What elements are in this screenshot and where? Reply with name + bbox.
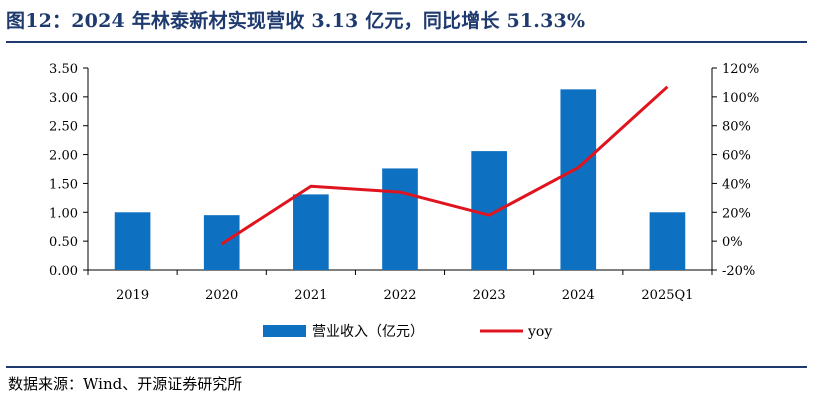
x-tick-label: 2020 <box>205 288 238 303</box>
revenue-bar <box>114 212 151 270</box>
source-note: 数据来源：Wind、开源证券研究所 <box>8 375 243 393</box>
x-tick-label: 2024 <box>562 288 595 303</box>
left-tick-label: 0.50 <box>49 235 78 250</box>
x-tick-label: 2023 <box>473 288 506 303</box>
title-rule <box>6 41 807 43</box>
axes: 0.00 0.50 1.00 1.50 2.00 2.50 3.00 3.50 -20% 0% 20… <box>49 62 759 303</box>
revenue-bar <box>382 168 418 270</box>
left-tick-label: 1.50 <box>49 177 78 192</box>
x-tick-label: 2022 <box>383 288 416 303</box>
right-tick-label: 0% <box>722 235 743 250</box>
legend-label-yoy: yoy <box>527 324 552 340</box>
bars-series <box>114 89 686 271</box>
right-tick-label: 80% <box>722 120 751 135</box>
right-tick-label: 40% <box>722 177 751 192</box>
left-tick-label: 2.50 <box>49 120 78 135</box>
right-tick-label: 120% <box>722 62 759 77</box>
right-tick-label: 100% <box>722 91 759 106</box>
revenue-bar <box>293 194 329 270</box>
left-tick-label: 2.00 <box>49 149 78 164</box>
left-tick-label: 0.00 <box>49 264 78 279</box>
left-tick-label: 3.50 <box>49 62 78 77</box>
combo-chart: 0.00 0.50 1.00 1.50 2.00 2.50 3.00 3.50 -20% 0% 20… <box>49 62 759 340</box>
revenue-bar <box>471 151 507 270</box>
x-tick-label: 2025Q1 <box>641 288 693 303</box>
figure-title: 图12：2024 年林泰新材实现营收 3.13 亿元，同比增长 51.33% <box>6 10 586 32</box>
x-tick-label: 2019 <box>116 288 149 303</box>
right-tick-label: 20% <box>722 206 751 221</box>
legend-label-revenue: 营业收入（亿元） <box>312 324 424 340</box>
yoy-series <box>220 85 669 246</box>
revenue-bar <box>649 212 686 270</box>
yoy-line <box>220 85 669 246</box>
legend: 营业收入（亿元） yoy <box>263 324 552 340</box>
left-tick-label: 1.00 <box>49 206 78 221</box>
right-tick-label: 60% <box>722 149 751 164</box>
right-tick-label: -20% <box>722 264 755 279</box>
source-rule <box>6 366 807 368</box>
left-tick-label: 3.00 <box>49 91 78 106</box>
x-tick-label: 2021 <box>294 288 327 303</box>
revenue-bar <box>560 89 597 271</box>
legend-swatch-revenue <box>263 325 306 337</box>
